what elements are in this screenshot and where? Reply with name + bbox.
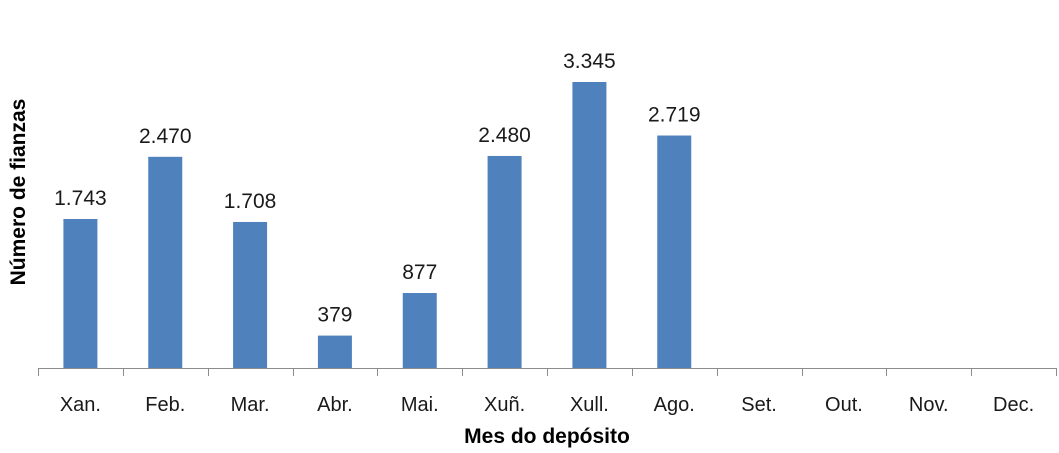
x-ticks-layer [38, 368, 1057, 376]
x-tick-label-mai: Mai. [401, 394, 439, 416]
x-tick-label-abr: Abr. [317, 394, 353, 416]
x-tick-label-dec: Dec. [993, 394, 1034, 416]
x-tick-label-xun: Xuñ. [484, 394, 525, 416]
bar-feb [148, 156, 183, 368]
x-tick-label-set: Set. [741, 394, 777, 416]
data-label-mar: 1.708 [224, 190, 277, 213]
x-tick-label-mar: Mar. [231, 394, 270, 416]
x-tick-label-nov: Nov. [909, 394, 949, 416]
bar-abr [317, 335, 352, 368]
x-tick-labels-layer: Xan. Feb. Mar. Abr. Mai. Xuñ. Xull. Ago. Set. Out… [60, 394, 1034, 416]
bar-xun [487, 155, 522, 368]
data-label-feb: 2.470 [139, 125, 192, 148]
bar-mai [402, 293, 437, 368]
bar-mar [233, 221, 268, 368]
data-label-xun: 2.480 [478, 124, 531, 147]
bars-layer [63, 82, 692, 368]
x-tick-label-xull: Xull. [570, 394, 609, 416]
bar-xan [63, 218, 98, 368]
data-label-abr: 379 [317, 304, 352, 327]
data-labels-layer: 1.743 2.470 1.708 379 877 2.480 3.345 2.719 [54, 50, 700, 327]
bar-xull [572, 82, 607, 368]
x-tick-label-out: Out. [825, 394, 863, 416]
x-axis-title: Mes do depósito [464, 425, 630, 448]
bar-ago [657, 135, 692, 368]
data-label-xan: 1.743 [54, 187, 107, 210]
x-tick-label-ago: Ago. [654, 394, 695, 416]
x-tick-label-xan: Xan. [60, 394, 101, 416]
y-axis-title: Número de fianzas [7, 99, 30, 286]
data-label-xull: 3.345 [563, 50, 616, 73]
data-label-ago: 2.719 [648, 104, 701, 127]
x-tick-label-feb: Feb. [145, 394, 185, 416]
data-label-mai: 877 [402, 261, 437, 284]
